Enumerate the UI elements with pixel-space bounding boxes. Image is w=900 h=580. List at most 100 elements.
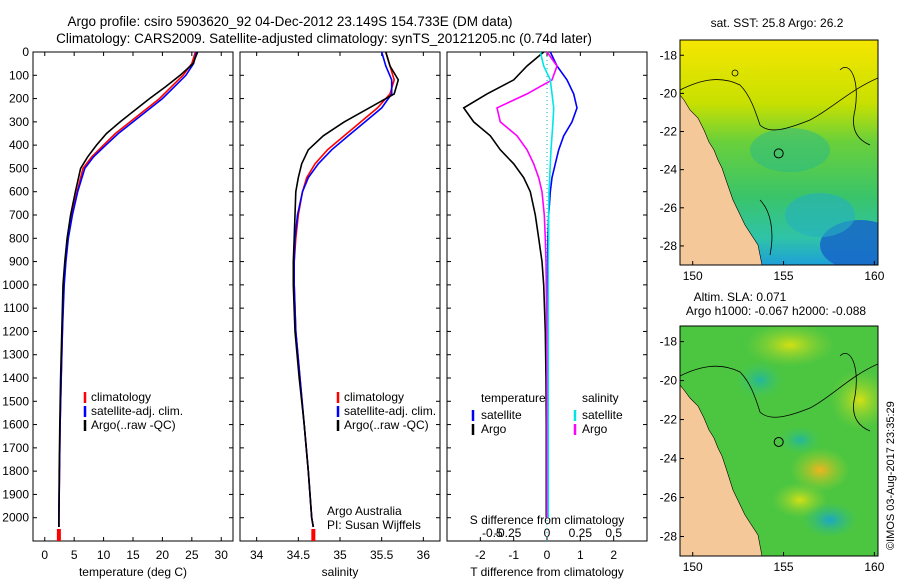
- diff-legend-title-t: temperature: [481, 391, 546, 405]
- diff-legend-label-t: satellite: [481, 408, 522, 422]
- salinity-annotation: Argo Australia: [327, 504, 402, 518]
- depth-tick-label: 2000: [2, 511, 29, 525]
- sst-contour-c: [759, 199, 773, 256]
- temperature-xtick-label: 5: [71, 548, 78, 562]
- sla-cool-patch-a: [735, 360, 785, 400]
- salinity-series-2: [292, 51, 400, 528]
- difference-series-1: [546, 51, 578, 518]
- depth-tick-label: 300: [9, 115, 29, 129]
- sst-contour-b: [839, 67, 871, 146]
- depth-tick-label: 400: [9, 138, 29, 152]
- salinity-annotation: PI: Susan Wijffels: [327, 518, 421, 532]
- temperature-series-0: [58, 51, 197, 527]
- depth-tick-label: 1000: [2, 278, 29, 292]
- sal-diff-tick-label: 0.5: [605, 526, 622, 540]
- diff-legend-label-s: satellite: [582, 408, 623, 422]
- salinity-xtick-label: 35.5: [370, 548, 394, 562]
- difference-xtick-label: 0: [544, 548, 551, 562]
- sal-diff-tick-label: 0.25: [569, 526, 593, 540]
- sla-contour-a: [680, 363, 878, 418]
- sla-map-ticks: 150 155 160 -18 -20 -22 -24 -26 -28: [660, 335, 885, 574]
- temperature-xtick-label: 25: [185, 548, 199, 562]
- depth-tick-label: 200: [9, 92, 29, 106]
- sst-map-ticks: 150 155 160 -18 -20 -22 -24 -26 -28: [660, 48, 885, 283]
- map-ytick-label: -22: [660, 413, 678, 427]
- depth-tick-label: 1500: [2, 394, 29, 408]
- depth-tick-label: 800: [9, 231, 29, 245]
- depth-tick-label: 1900: [2, 487, 29, 501]
- depth-tick-label: 500: [9, 161, 29, 175]
- temperature-legend-label: satellite-adj. clim.: [91, 404, 183, 418]
- sst-land: [680, 40, 763, 265]
- sla-contour-b: [839, 353, 871, 432]
- temperature-bottom-marker: [56, 529, 61, 541]
- difference-xlabel: T difference from climatology: [470, 565, 624, 579]
- salinity-legend-label: climatology: [344, 390, 404, 404]
- temperature-legend-label: climatology: [91, 390, 151, 404]
- sla-yellow-north: [745, 326, 835, 367]
- difference-xtick-label: 2: [610, 548, 617, 562]
- depth-tick-label: 1400: [2, 371, 29, 385]
- sst-teal-patch: [750, 128, 830, 172]
- depth-tick-label: 1100: [3, 301, 29, 315]
- temperature-series-2: [58, 51, 199, 527]
- sla-blue-patch: [802, 502, 858, 538]
- sla-map-subtitle: Argo h1000: -0.067 h2000: -0.088: [686, 304, 866, 318]
- salinity-xtick-label: 34: [250, 548, 264, 562]
- sst-cyan-patch: [785, 193, 855, 237]
- depth-tick-label: 1300: [2, 348, 29, 362]
- depth-tick-label: 100: [9, 68, 29, 82]
- difference-xtick-label: -2: [475, 548, 486, 562]
- depth-tick-label: 700: [9, 208, 29, 222]
- depth-tick-label: 600: [9, 185, 29, 199]
- salinity-panel: 34 34.5 35 35.5 36 salinity climatologysatelli…: [239, 51, 441, 579]
- temperature-xtick-label: 15: [126, 548, 140, 562]
- depth-tick-label: 1800: [2, 464, 29, 478]
- title-line-2: Climatology: CARS2009. Satellite-adjuste…: [56, 31, 592, 46]
- depth-tick-label: 1200: [2, 324, 29, 338]
- salinity-xlabel: salinity: [322, 565, 359, 579]
- salinity-bottom-marker: [311, 529, 316, 541]
- depth-tick-label: 900: [9, 255, 29, 269]
- salinity-xtick-label: 35: [333, 548, 347, 562]
- map-ytick-label: -24: [660, 452, 678, 466]
- temperature-xtick-label: 10: [97, 548, 111, 562]
- diff-legend-title-s: salinity: [582, 391, 619, 405]
- sla-map: Altim. SLA: 0.071 Argo h1000: -0.067 h20…: [660, 290, 885, 574]
- sst-contour-a: [680, 77, 878, 131]
- sla-map-title: Altim. SLA: 0.071: [694, 290, 787, 304]
- map-ytick-label: -18: [660, 48, 678, 62]
- sst-map-frame: [679, 39, 879, 266]
- map-xtick-label: 160: [864, 560, 884, 574]
- map-ytick-label: -22: [660, 125, 678, 139]
- depth-tick-label: 1700: [2, 441, 29, 455]
- salinity-legend-label: satellite-adj. clim.: [344, 404, 436, 418]
- map-xtick-label: 155: [774, 269, 794, 283]
- map-ytick-label: -28: [660, 530, 678, 544]
- map-ytick-label: -26: [660, 201, 678, 215]
- temperature-legend-label: Argo(..raw -QC): [91, 418, 176, 432]
- salinity-xtick-label: 36: [417, 548, 431, 562]
- temperature-xtick-label: 20: [156, 548, 170, 562]
- map-ytick-label: -26: [660, 491, 678, 505]
- map-ytick-label: -18: [660, 335, 678, 349]
- map-ytick-label: -28: [660, 239, 678, 253]
- difference-xtick-label: -1: [508, 548, 519, 562]
- imos-timestamp: ©IMOS 03-Aug-2017 23:35:29: [885, 401, 897, 550]
- map-xtick-label: 150: [683, 560, 703, 574]
- sst-contour-ring: [731, 69, 739, 77]
- difference-panel: -2 -1 0 1 2 T difference from climatology -0.5…: [446, 51, 648, 579]
- difference-series-0: [462, 51, 548, 518]
- map-xtick-label: 150: [683, 269, 703, 283]
- depth-tick-label: 1600: [2, 418, 29, 432]
- temperature-xlabel: temperature (deg C): [79, 565, 187, 579]
- salinity-legend-label: Argo(..raw -QC): [344, 418, 429, 432]
- sst-map-title: sat. SST: 25.8 Argo: 26.2: [711, 16, 844, 30]
- difference-series-2: [496, 51, 558, 518]
- title-line-1: Argo profile: csiro 5903620_92 04-Dec-20…: [67, 14, 512, 29]
- sal-diff-tick-label: -0.25: [494, 526, 522, 540]
- temperature-xtick-label: 0: [41, 548, 48, 562]
- sla-warm-eddy: [790, 448, 850, 492]
- sla-cool-patch-b: [778, 425, 822, 455]
- sst-float-marker: [773, 148, 784, 159]
